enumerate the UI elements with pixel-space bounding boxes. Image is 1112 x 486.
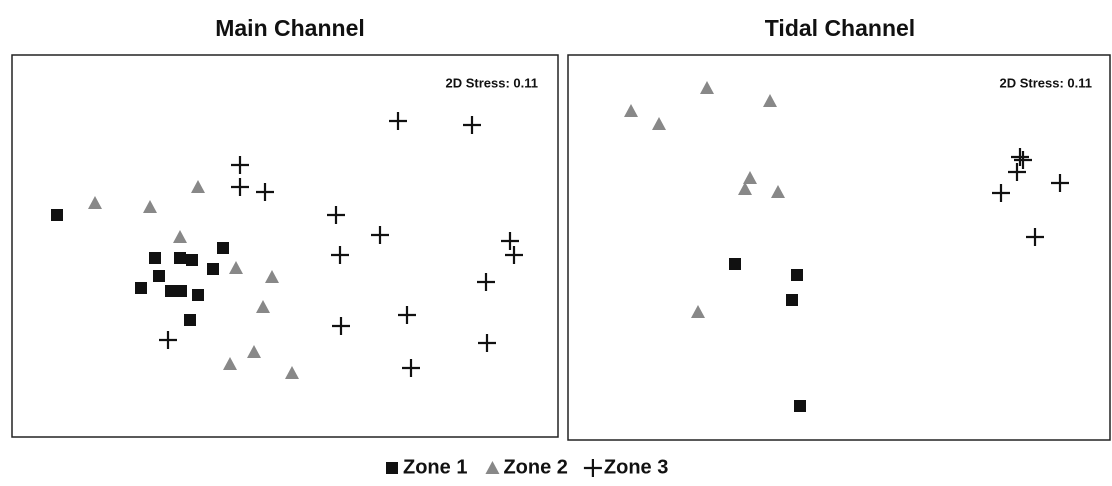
plus-marker	[505, 246, 523, 264]
square-marker	[192, 289, 204, 301]
triangle-marker	[143, 200, 157, 213]
square-marker	[729, 258, 741, 270]
triangle-marker	[691, 305, 705, 318]
plus-marker	[331, 246, 349, 264]
triangle-marker	[256, 300, 270, 313]
plus-marker	[402, 359, 420, 377]
legend-label: Zone 1	[403, 456, 467, 478]
triangle-marker	[624, 104, 638, 117]
triangle-marker	[743, 171, 757, 184]
square-marker	[165, 285, 177, 297]
square-marker	[51, 209, 63, 221]
square-marker	[174, 252, 186, 264]
square-marker	[175, 285, 187, 297]
plus-marker	[256, 183, 274, 201]
square-marker	[186, 254, 198, 266]
triangle-marker	[700, 81, 714, 94]
triangle-marker	[229, 261, 243, 274]
plus-marker	[398, 306, 416, 324]
triangle-marker	[247, 345, 261, 358]
square-marker	[207, 263, 219, 275]
plus-marker	[231, 156, 249, 174]
square-marker	[794, 400, 806, 412]
square-marker	[149, 252, 161, 264]
plus-marker	[1011, 148, 1029, 166]
stress-annotation: 2D Stress: 0.11	[999, 75, 1092, 90]
chart-title: Tidal Channel	[765, 15, 915, 41]
square-marker	[786, 294, 798, 306]
triangle-marker	[223, 357, 237, 370]
plus-marker	[583, 459, 602, 477]
triangle-marker	[173, 230, 187, 243]
legend-label: Zone 3	[604, 456, 668, 478]
square-marker	[153, 270, 165, 282]
triangle-marker	[763, 94, 777, 107]
square-marker	[791, 269, 803, 281]
plus-marker	[327, 206, 345, 224]
plus-marker	[1008, 163, 1026, 181]
triangle-marker	[485, 461, 500, 474]
plus-marker	[463, 116, 481, 134]
triangle-marker	[285, 366, 299, 379]
chart-title: Main Channel	[215, 15, 365, 41]
triangle-marker	[771, 185, 785, 198]
triangle-marker	[265, 270, 279, 283]
triangle-marker	[88, 196, 102, 209]
plus-marker	[159, 331, 177, 349]
plus-marker	[389, 112, 407, 130]
triangle-marker	[652, 117, 666, 130]
triangle-marker	[191, 180, 205, 193]
plot-frame	[567, 54, 1111, 441]
plus-marker	[231, 178, 249, 196]
square-marker	[386, 462, 398, 474]
plot-frame	[11, 54, 559, 438]
plus-marker	[992, 184, 1010, 202]
plus-marker	[477, 273, 495, 291]
plus-marker	[1014, 151, 1032, 169]
triangle-marker	[738, 182, 752, 195]
plus-marker	[371, 226, 389, 244]
plus-marker	[1051, 174, 1069, 192]
plus-marker	[1026, 228, 1044, 246]
plus-marker	[332, 317, 350, 335]
plus-marker	[478, 334, 496, 352]
square-marker	[217, 242, 229, 254]
square-marker	[184, 314, 196, 326]
plus-marker	[501, 232, 519, 250]
legend-label: Zone 2	[503, 456, 567, 478]
square-marker	[135, 282, 147, 294]
stress-annotation: 2D Stress: 0.11	[445, 75, 538, 90]
